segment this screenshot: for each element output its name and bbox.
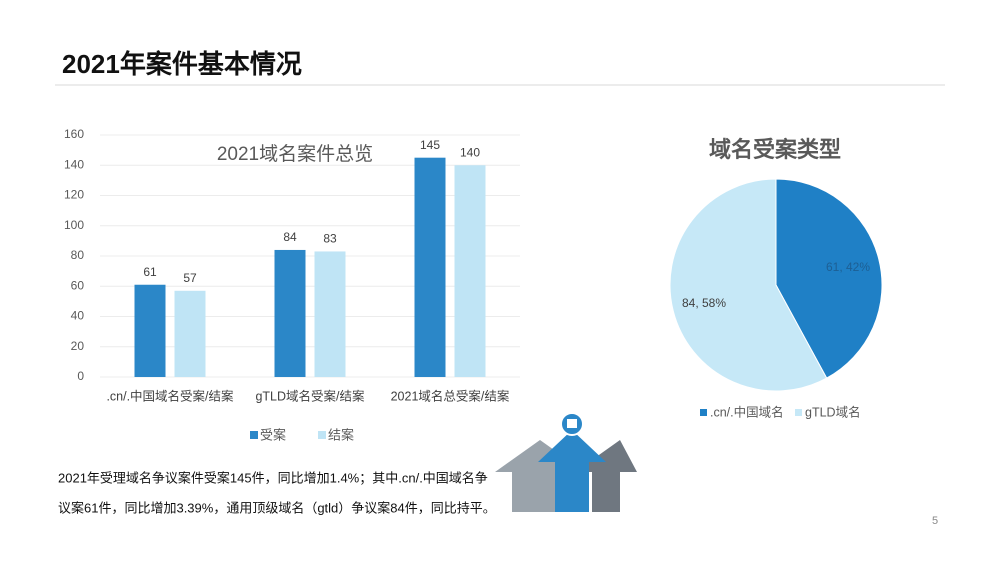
y-tick-label: 20 [71, 339, 85, 353]
slide-title: 2021年案件基本情况 [62, 49, 302, 79]
arrow-right [575, 440, 637, 512]
x-tick-label: .cn/.中国域名受案/结案 [106, 388, 234, 403]
icon [567, 419, 577, 428]
data-label: 84, 58% [682, 296, 726, 310]
bar [134, 284, 166, 377]
data-label: 145 [420, 138, 440, 152]
data-label: 83 [323, 232, 337, 246]
bar [274, 249, 306, 377]
y-tick-label: 120 [64, 188, 84, 202]
data-label: 84 [283, 230, 297, 244]
y-tick-label: 140 [64, 157, 84, 171]
y-tick-label: 60 [71, 278, 85, 292]
y-tick-label: 100 [64, 218, 84, 232]
data-label: 61, 42% [826, 260, 870, 274]
y-tick-label: 40 [71, 309, 85, 323]
chart-title: 域名受案类型 [709, 137, 841, 162]
chart-title: 2021域名案件总览 [217, 143, 373, 165]
legend-label: 受案 [260, 427, 286, 442]
bar [314, 251, 346, 377]
page-number: 5 [932, 515, 938, 527]
body-text: 2021年受理域名争议案件受案145件，同比增加1.4%；其中.cn/.中国域名… [58, 470, 488, 486]
legend-swatch [250, 431, 258, 439]
bar [174, 290, 206, 377]
x-tick-label: gTLD域名受案/结案 [255, 388, 365, 403]
bar [414, 157, 446, 377]
data-label: 57 [183, 271, 197, 285]
bar [454, 165, 486, 377]
legend-swatch [700, 409, 707, 416]
legend-label: .cn/.中国域名 [710, 404, 784, 419]
legend-label: gTLD域名 [805, 404, 861, 419]
arrow-center [538, 430, 606, 512]
legend-swatch [795, 409, 802, 416]
data-label: 140 [460, 145, 480, 159]
legend-swatch [318, 431, 326, 439]
arrows-graphic [495, 412, 637, 512]
y-tick-label: 80 [71, 248, 85, 262]
data-label: 61 [143, 265, 157, 279]
pie-slice [775, 178, 883, 379]
y-tick-label: 0 [77, 369, 84, 383]
x-tick-label: 2021域名总受案/结案 [391, 388, 510, 403]
pie-slice [669, 178, 828, 392]
legend-label: 结案 [328, 427, 354, 442]
y-tick-label: 160 [64, 127, 84, 141]
body-text: 议案61件，同比增加3.39%，通用顶级域名（gtld）争议案84件，同比持平。 [58, 500, 496, 515]
